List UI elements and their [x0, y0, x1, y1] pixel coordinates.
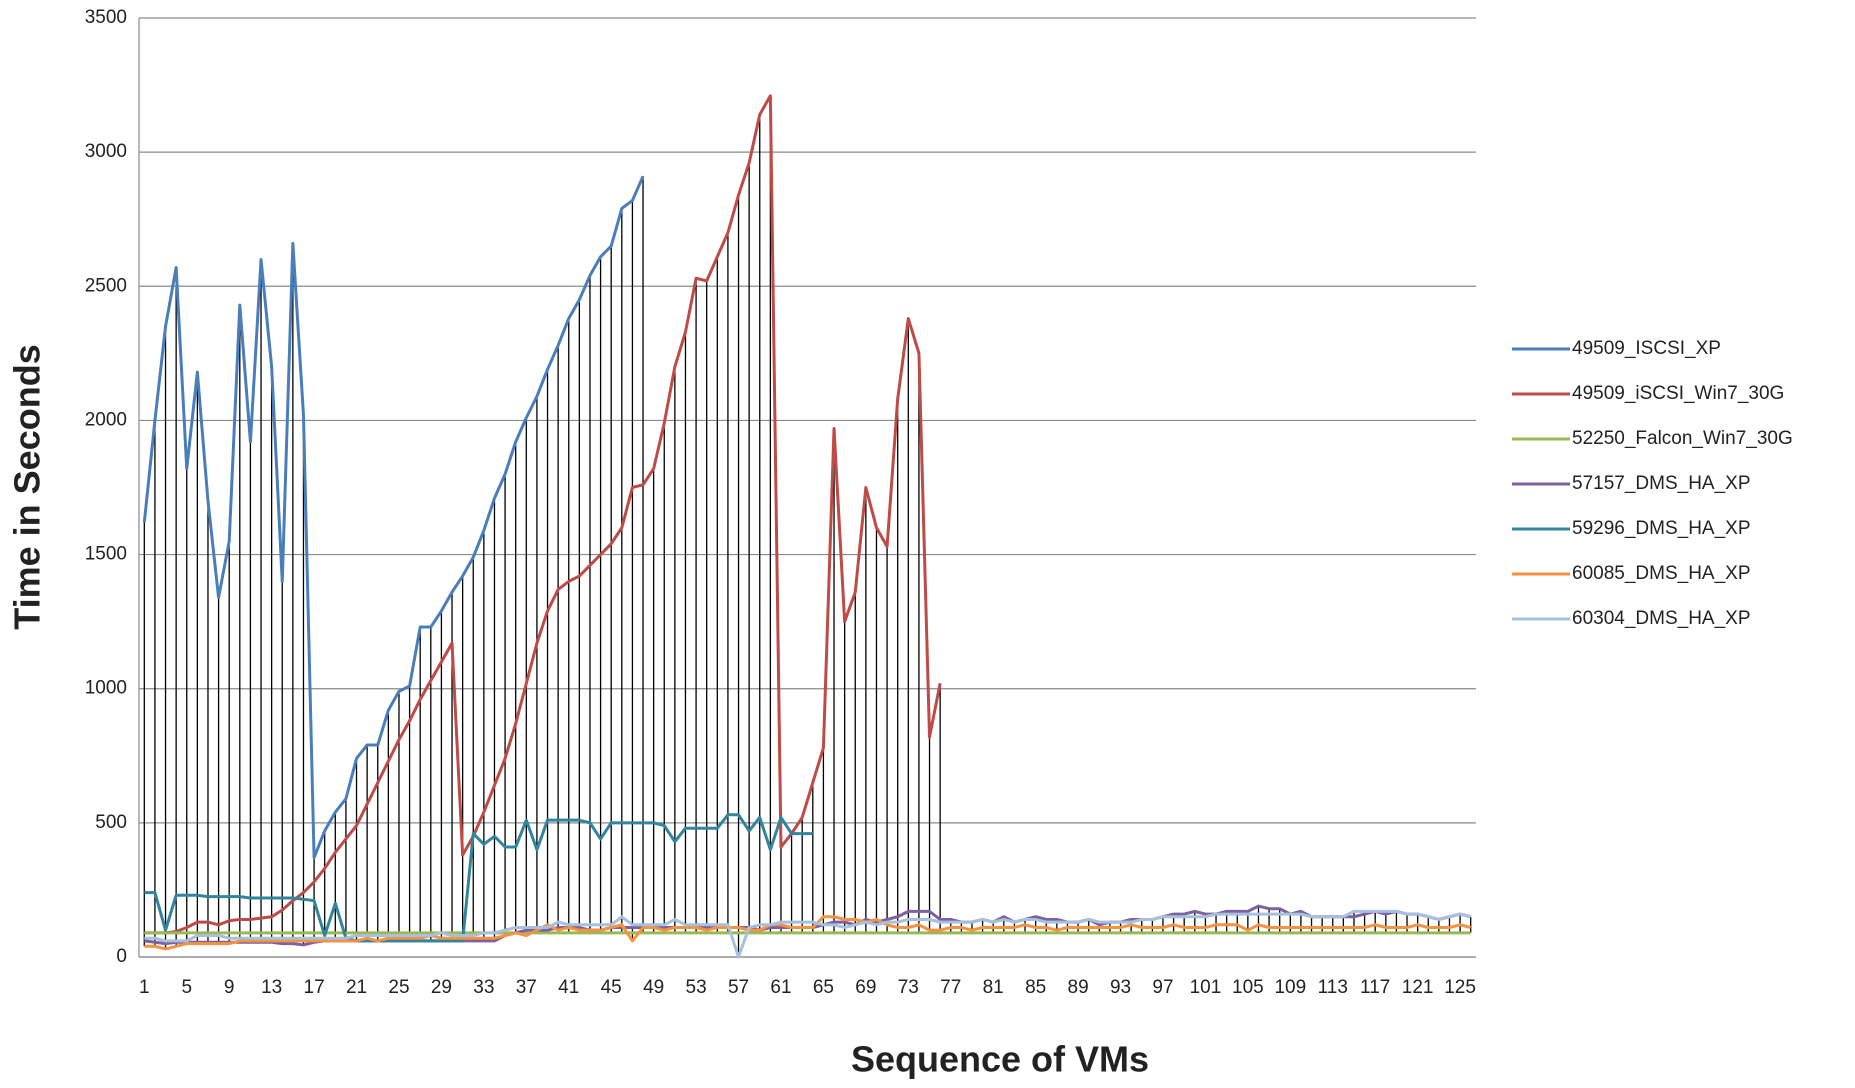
legend-label: 57157_DMS_HA_XP: [1572, 473, 1751, 494]
x-tick-label: 93: [1110, 977, 1131, 998]
x-tick-label: 81: [983, 977, 1004, 998]
x-tick-label: 125: [1444, 977, 1476, 998]
x-tick-label: 109: [1274, 977, 1306, 998]
x-tick-label: 65: [813, 977, 834, 998]
y-tick-label: 3500: [85, 7, 127, 28]
x-tick-label: 61: [770, 977, 791, 998]
x-tick-label: 77: [940, 977, 961, 998]
y-axis-title: Time in Seconds: [7, 344, 48, 629]
x-tick-label: 121: [1402, 977, 1434, 998]
x-tick-label: 73: [898, 977, 919, 998]
x-tick-label: 85: [1025, 977, 1046, 998]
x-tick-label: 5: [181, 977, 192, 998]
x-axis-title: Sequence of VMs: [851, 1039, 1149, 1080]
x-tick-label: 97: [1152, 977, 1173, 998]
legend-label: 52250_Falcon_Win7_30G: [1572, 428, 1793, 449]
legend-label: 60304_DMS_HA_XP: [1572, 608, 1751, 629]
legend-label: 49509_ISCSI_XP: [1572, 338, 1721, 359]
x-tick-label: 13: [261, 977, 282, 998]
x-tick-label: 45: [601, 977, 622, 998]
x-tick-label: 9: [224, 977, 235, 998]
x-tick-label: 105: [1232, 977, 1264, 998]
x-tick-label: 29: [431, 977, 452, 998]
legend-label: 49509_iSCSI_Win7_30G: [1572, 383, 1784, 404]
x-tick-label: 57: [728, 977, 749, 998]
y-tick-label: 2000: [85, 409, 127, 430]
x-tick-label: 25: [388, 977, 409, 998]
y-tick-label: 2500: [85, 275, 127, 296]
series-line: [144, 813, 813, 943]
x-tick-label: 53: [686, 977, 707, 998]
x-tick-label: 41: [558, 977, 579, 998]
x-tick-label: 17: [304, 977, 325, 998]
x-tick-label: 89: [1068, 977, 1089, 998]
x-tick-label: 101: [1190, 977, 1222, 998]
x-tick-label: 113: [1318, 977, 1348, 998]
x-tick-label: 69: [855, 977, 876, 998]
y-tick-label: 1500: [85, 544, 127, 565]
series-line: [144, 909, 1472, 959]
x-tick-label: 33: [473, 977, 494, 998]
series-line: [144, 94, 942, 935]
y-tick-label: 500: [95, 812, 127, 833]
x-tick-label: 37: [516, 977, 537, 998]
x-tick-label: 21: [346, 977, 367, 998]
y-tick-label: 3000: [85, 141, 127, 162]
x-tick-label: 1: [139, 977, 150, 998]
series-line: [142, 175, 645, 860]
y-tick-label: 1000: [85, 678, 127, 699]
legend-label: 60085_DMS_HA_XP: [1572, 563, 1751, 584]
x-tick-label: 49: [643, 977, 664, 998]
legend-label: 59296_DMS_HA_XP: [1572, 518, 1751, 539]
y-tick-label: 0: [116, 946, 127, 967]
series-line: [144, 915, 1472, 951]
x-tick-label: 117: [1360, 977, 1390, 998]
